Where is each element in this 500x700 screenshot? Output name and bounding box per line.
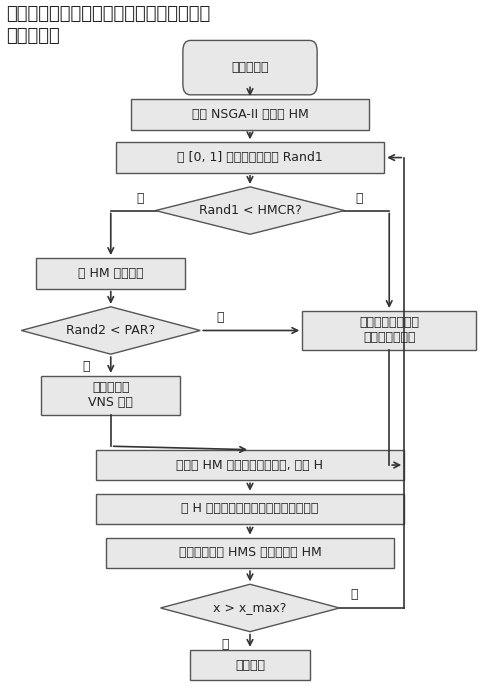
- Text: 否: 否: [216, 312, 224, 324]
- Text: 在 HM 内选择解: 在 HM 内选择解: [78, 267, 144, 280]
- Text: 将初始 HM 与新产生的解合并, 记为 H: 将初始 HM 与新产生的解合并, 记为 H: [176, 458, 324, 472]
- Text: x > x_max?: x > x_max?: [214, 601, 286, 615]
- Text: 否: 否: [350, 587, 358, 601]
- Text: Rand2 < PAR?: Rand2 < PAR?: [66, 324, 156, 337]
- Text: 对 H 进行快速非支配排序、拥挤度计算: 对 H 进行快速非支配排序、拥挤度计算: [182, 503, 318, 515]
- Text: Rand1 < HMCR?: Rand1 < HMCR?: [198, 204, 302, 217]
- Polygon shape: [22, 307, 201, 354]
- Text: 利用 NSGA-II 初始化 HM: 利用 NSGA-II 初始化 HM: [192, 108, 308, 121]
- FancyBboxPatch shape: [36, 258, 186, 288]
- FancyBboxPatch shape: [116, 142, 384, 173]
- Text: 罗博造造伤害传导机制深度解析：原理分析: 罗博造造伤害传导机制深度解析：原理分析: [6, 5, 210, 23]
- FancyBboxPatch shape: [302, 311, 476, 350]
- Text: 否: 否: [356, 192, 363, 204]
- FancyBboxPatch shape: [183, 41, 317, 94]
- FancyBboxPatch shape: [96, 494, 404, 524]
- Text: 与技术探讨: 与技术探讨: [6, 27, 60, 46]
- Text: 是: 是: [137, 192, 144, 204]
- FancyBboxPatch shape: [106, 538, 394, 568]
- Text: 解的变量在允许的
范围内随机产生: 解的变量在允许的 范围内随机产生: [359, 316, 419, 344]
- Text: 在 [0, 1] 范围产生随机数 Rand1: 在 [0, 1] 范围产生随机数 Rand1: [177, 151, 323, 164]
- Text: 精英选择最优 HMS 个解，更新 HM: 精英选择最优 HMS 个解，更新 HM: [178, 547, 322, 559]
- Text: 参数初始化: 参数初始化: [231, 61, 269, 74]
- FancyBboxPatch shape: [190, 650, 310, 680]
- FancyBboxPatch shape: [41, 376, 180, 415]
- Text: 是: 是: [82, 360, 90, 373]
- FancyBboxPatch shape: [130, 99, 370, 130]
- Text: 输出结果: 输出结果: [235, 659, 265, 671]
- Text: 对新解进行
VNS 扰动: 对新解进行 VNS 扰动: [88, 382, 133, 409]
- FancyBboxPatch shape: [96, 449, 404, 480]
- Polygon shape: [160, 584, 340, 631]
- Polygon shape: [156, 187, 344, 234]
- Text: 是: 是: [222, 638, 229, 651]
